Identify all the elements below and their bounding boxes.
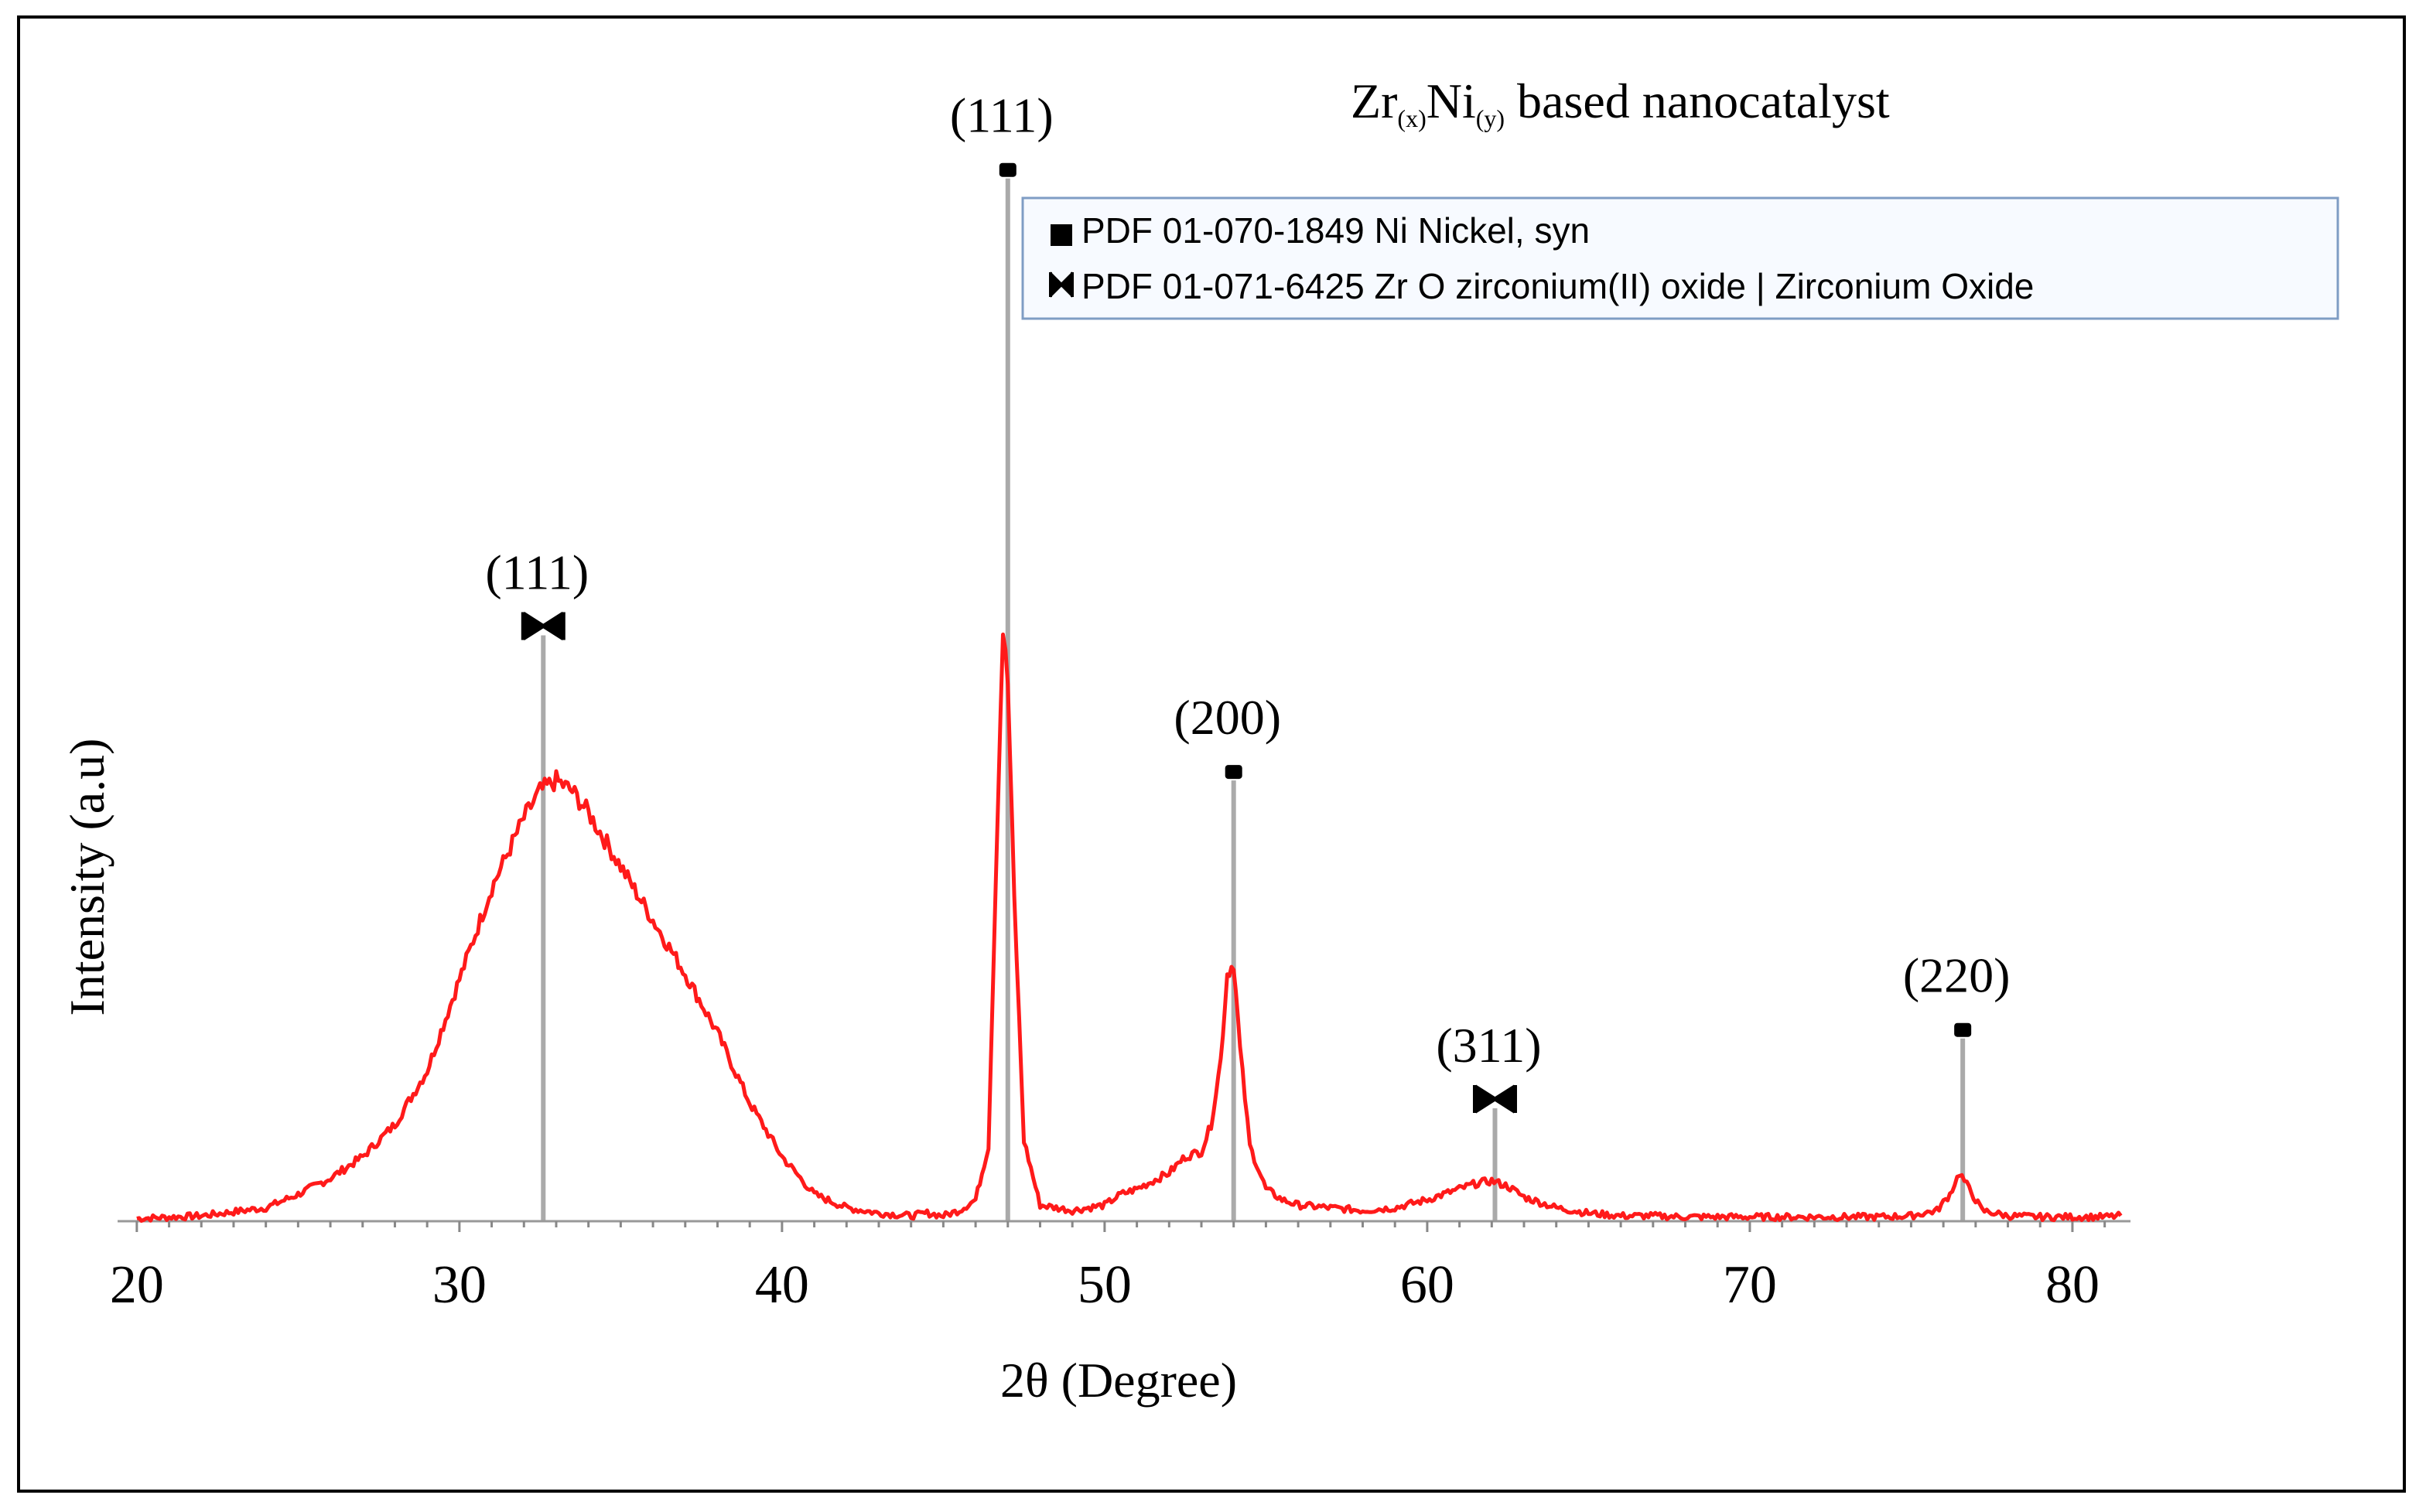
x-tick-label: 40 [755,1255,809,1315]
chart-title: Zr(x)Ni(y) based nanocatalyst [1351,73,1890,132]
peak-label-2: (200) [1174,690,1281,745]
legend-marker-bowtie-icon [1049,271,1074,298]
x-axis: 20 30 40 50 60 70 80 [110,1220,2130,1315]
figure-frame: Zr(x)Ni(y) based nanocatalyst PDF 01-070… [17,15,2406,1493]
x-tick-label: 70 [1723,1255,1777,1315]
peak-labels: (111) (111) (200) (311) (220) [485,88,2010,1073]
zro-marker-icon [1472,1084,1517,1114]
y-axis-label: Intensity (a.u) [60,739,114,1016]
legend-entry-ni: PDF 01-070-1849 Ni Nickel, syn [1081,210,1590,251]
ni-marker-icon [1225,765,1242,780]
x-tick-label: 60 [1400,1255,1454,1315]
x-axis-label: 2θ (Degree) [1000,1353,1237,1408]
x-tick-label: 50 [1078,1255,1132,1315]
zro-marker-icon [521,611,565,641]
ni-marker-icon [1954,1022,1972,1037]
peak-label-3: (311) [1436,1018,1541,1073]
x-tick-label: 80 [2045,1255,2100,1315]
series-group [136,632,2123,1223]
series-line-0 [136,632,2123,1223]
peak-label-0: (111) [485,544,589,599]
x-tick-label: 20 [110,1255,164,1315]
peak-label-1: (111) [950,88,1054,143]
ni-marker-icon [999,162,1017,177]
peak-label-4: (220) [1903,948,2011,1003]
legend-box: PDF 01-070-1849 Ni Nickel, syn PDF 01-07… [1021,196,2339,320]
legend-marker-square-icon [1051,224,1072,246]
legend-entry-zro: PDF 01-071-6425 Zr O zirconium(II) oxide… [1081,266,2034,306]
x-tick-label: 30 [432,1255,487,1315]
xrd-chart: Zr(x)Ni(y) based nanocatalyst PDF 01-070… [60,73,2339,1408]
